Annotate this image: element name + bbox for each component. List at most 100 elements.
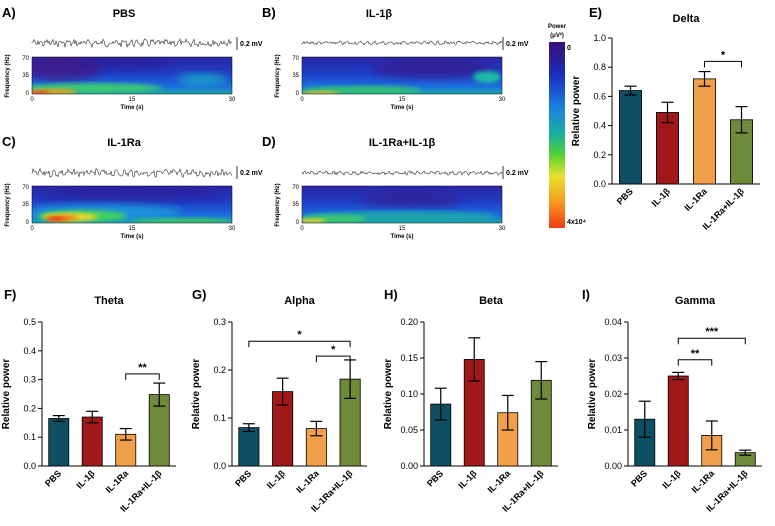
y-axis-label: Relative power <box>191 359 202 430</box>
y-tick-label: 0.2 <box>213 365 226 375</box>
category-label: IL-1Ra <box>690 468 717 495</box>
bar <box>48 418 70 467</box>
panel-letter: I) <box>582 287 590 302</box>
x-tick: 30 <box>229 226 236 232</box>
y-tick: 0 <box>26 91 30 97</box>
x-tick: 15 <box>129 226 136 232</box>
y-tick: 70 <box>292 185 299 191</box>
panel-letter: C) <box>2 134 16 149</box>
frequency-axis-label: Frequency (Hz) <box>5 54 11 97</box>
y-axis-label: Relative power <box>571 76 582 147</box>
panel-letter: H) <box>384 287 398 302</box>
panel-letter: G) <box>192 287 206 302</box>
significance-label: ** <box>138 362 147 374</box>
y-tick-label: 0.01 <box>604 425 622 435</box>
chart-title: Theta <box>94 295 124 307</box>
frequency-axis-label: Frequency (Hz) <box>275 183 281 226</box>
bar <box>619 90 643 185</box>
spectrogram-heatmap <box>301 56 503 95</box>
x-tick: 15 <box>129 97 136 103</box>
panel-title: IL-1Ra+IL-1β <box>369 137 436 149</box>
category-label: IL-1β <box>650 186 673 209</box>
y-tick: 35 <box>292 202 299 208</box>
chart-title: Beta <box>479 295 504 307</box>
significance-bracket <box>704 60 742 68</box>
time-axis-label: Time (s) <box>121 105 144 111</box>
panel-title: PBS <box>113 8 136 20</box>
category-label: PBS <box>425 468 445 488</box>
panel-letter: E) <box>589 5 602 20</box>
panel-title: IL-1β <box>366 8 393 20</box>
significance-bracket <box>248 340 351 348</box>
significance-label: *** <box>705 326 719 338</box>
y-tick-label: 0.10 <box>400 389 418 399</box>
bar <box>81 416 103 467</box>
bar <box>693 78 717 185</box>
chart-beta: H) Beta 0.00 0.05 0.10 0.15 0.20 Relative power… <box>383 287 558 514</box>
panel-letter: F) <box>4 287 16 302</box>
y-tick: 35 <box>22 73 29 79</box>
y-tick-label: 1.0 <box>593 33 606 43</box>
significance-bracket <box>315 355 351 363</box>
eeg-trace: 0.2 mV <box>31 166 263 179</box>
panel-letter: A) <box>2 5 16 20</box>
colorbar-gradient <box>549 42 565 228</box>
y-tick-label: 0.03 <box>604 353 622 363</box>
y-tick-label: 0.8 <box>593 62 606 72</box>
y-tick-label: 0.1 <box>213 413 226 423</box>
eeg-trace: 0.2 mV <box>301 166 529 179</box>
spectrogram-heatmap <box>31 56 233 95</box>
eeg-trace: 0.2 mV <box>301 37 529 50</box>
y-tick-label: 0.3 <box>23 375 36 385</box>
y-tick-label: 0.2 <box>23 403 36 413</box>
y-tick-label: 0.15 <box>400 353 418 363</box>
category-label: IL-1Ra <box>294 468 321 495</box>
y-tick: 0 <box>26 220 30 226</box>
colorbar-bottom-label: 4x10⁴ <box>567 219 587 226</box>
y-tick-label: 0.00 <box>604 461 622 471</box>
spectrogram-heatmap <box>301 185 503 224</box>
significance-bracket <box>677 337 746 345</box>
category-label: IL-1β <box>74 468 97 491</box>
y-tick-label: 0.3 <box>213 317 226 327</box>
significance-bracket <box>125 373 160 380</box>
scale-bar-label: 0.2 mV <box>240 170 263 177</box>
panel-letter: B) <box>262 5 276 20</box>
y-tick-label: 0.0 <box>213 461 226 471</box>
y-axis-label: Relative power <box>587 359 598 430</box>
eeg-trace: 0.2 mV <box>31 37 263 50</box>
y-tick: 70 <box>22 56 29 62</box>
spectrogram-heatmap <box>31 185 233 224</box>
category-label: IL-1β <box>660 468 683 491</box>
panel-letter: D) <box>262 134 276 149</box>
significance-bracket <box>677 359 713 366</box>
category-label: IL-1Ra <box>682 186 709 213</box>
bar <box>238 427 260 467</box>
chart-delta: E) Delta 0.0 0.2 0.4 0.6 0.8 1.0 Relative power P… <box>571 5 760 232</box>
significance-label: * <box>721 49 726 61</box>
category-label: IL-1β <box>265 468 288 491</box>
frequency-axis-label: Frequency (Hz) <box>5 183 11 226</box>
y-tick-label: 0.20 <box>400 317 418 327</box>
x-tick: 30 <box>499 97 506 103</box>
scale-bar-label: 0.2 mV <box>240 41 263 48</box>
x-tick: 0 <box>30 97 34 103</box>
chart-title: Alpha <box>284 295 315 307</box>
y-tick-label: 0.1 <box>23 432 36 442</box>
panel-a: A) PBS 0.2 mV Frequency (Hz) 70 35 0 0 1… <box>2 5 263 111</box>
y-axis-label: Relative power <box>1 359 12 430</box>
y-tick-label: 0.05 <box>400 425 418 435</box>
panel-c: C) IL-1Ra 0.2 mV Frequency (Hz) 70 35 0 … <box>2 134 263 240</box>
panel-d: D) IL-1Ra+IL-1β 0.2 mV Frequency (Hz) 70… <box>262 134 529 240</box>
category-label: IL-1Ra <box>486 468 513 495</box>
category-label: PBS <box>615 186 635 206</box>
colorbar-title: Power <box>548 24 567 30</box>
y-tick-label: 0.0 <box>23 461 36 471</box>
x-tick: 15 <box>399 97 406 103</box>
y-tick-label: 0.00 <box>400 461 418 471</box>
category-label: PBS <box>43 468 63 488</box>
y-axis-label: Relative power <box>383 359 394 430</box>
scale-bar-label: 0.2 mV <box>506 41 529 48</box>
category-label: PBS <box>233 468 253 488</box>
